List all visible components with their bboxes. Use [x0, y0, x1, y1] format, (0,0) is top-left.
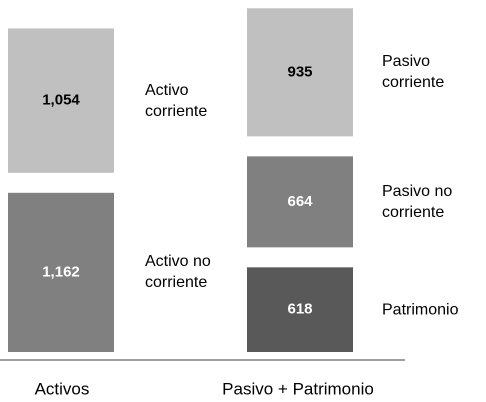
data-label: 618 — [287, 301, 312, 318]
segment-name: Patrimonio — [382, 301, 459, 319]
x-tick-label: Activos — [35, 379, 90, 398]
x-tick-label: Pasivo + Patrimonio — [222, 379, 374, 398]
bar-segment — [8, 192, 114, 352]
data-label: 664 — [287, 193, 313, 210]
bar-segment — [247, 156, 353, 248]
segment-name: Activo corriente — [145, 81, 208, 120]
bar-segment — [247, 267, 353, 352]
segment-name: Activo no corriente — [145, 253, 211, 292]
bar-segment — [8, 28, 114, 173]
bar-segment — [247, 8, 353, 137]
segment-name: Pasivo corriente — [382, 53, 445, 92]
data-label: 1,054 — [42, 92, 80, 109]
data-label: 1,162 — [42, 263, 80, 280]
data-label: 935 — [287, 63, 312, 80]
segment-name: Pasivo no corriente — [382, 182, 453, 221]
